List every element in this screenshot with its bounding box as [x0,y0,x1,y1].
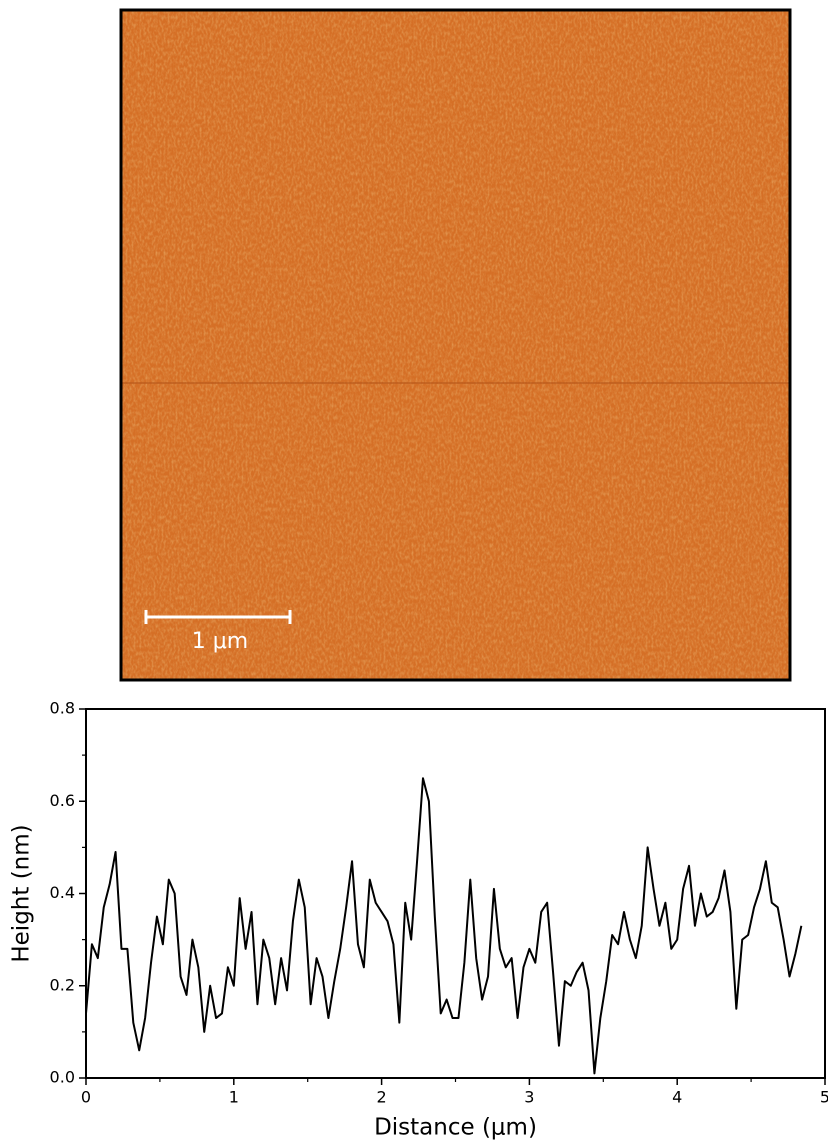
image-frame [119,8,792,682]
x-tick-label: 5 [820,1088,828,1107]
x-tick-label: 2 [377,1088,387,1107]
x-tick-label: 0 [81,1088,91,1107]
y-tick-label: 0.2 [50,975,75,994]
y-axis-label: Height (nm) [9,824,35,962]
scale-bar-label: 1 μm [192,629,248,654]
y-tick-label: 0.4 [50,883,75,902]
x-tick-label: 1 [229,1088,239,1107]
y-tick-label: 0.8 [50,699,75,718]
x-axis-label: Distance (μm) [374,1115,537,1141]
afm-image: 1 μm [119,8,792,682]
y-tick-label: 0.0 [50,1068,75,1087]
profile-chart: 0.0 0.2 0.4 0.6 0.8 0 1 2 3 4 5 Distance (μm) Height… [9,699,828,1141]
y-tick-label: 0.6 [50,791,75,810]
plot-frame [85,708,826,1079]
scale-bar [144,610,292,624]
image-texture [121,10,790,680]
x-tick-label: 4 [672,1088,682,1107]
profile-line [85,777,803,1075]
x-tick-label: 3 [524,1088,534,1107]
